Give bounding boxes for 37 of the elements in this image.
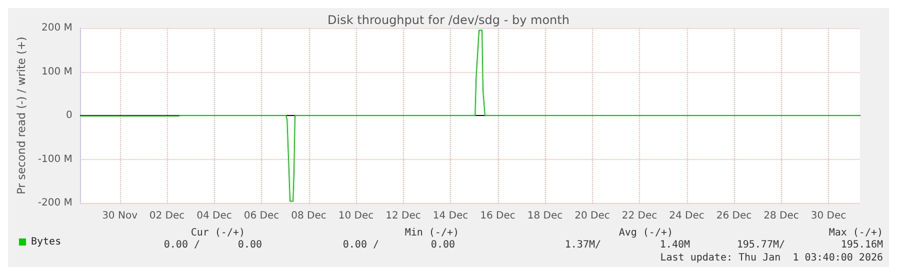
chart-title: Disk throughput for /dev/sdg - by month bbox=[328, 13, 570, 27]
text: Max (-/+) bbox=[828, 228, 884, 238]
x-tick-label: 30 Dec bbox=[810, 210, 846, 222]
x-tick-label: 02 Dec bbox=[149, 210, 185, 222]
y-tick-label: -200 M bbox=[38, 198, 72, 208]
text: Last update: Thu Jan 1 03:40:00 2026 bbox=[660, 252, 884, 264]
x-tick-label: 26 Dec bbox=[716, 210, 752, 222]
x-tick-label: 04 Dec bbox=[196, 210, 232, 222]
text: 195.77M/ bbox=[736, 240, 786, 250]
x-tick-label: 08 Dec bbox=[291, 210, 326, 222]
x-tick-label: 10 Dec bbox=[338, 210, 374, 222]
x-tick-label: 30 Nov bbox=[102, 210, 138, 222]
x-tick-label: 22 Dec bbox=[622, 210, 658, 222]
x-tick-label: 12 Dec bbox=[386, 210, 421, 222]
x-tick-label: 24 Dec bbox=[669, 210, 704, 222]
y-tick-label: 0 bbox=[66, 110, 72, 121]
x-tick-label: 14 Dec bbox=[432, 210, 468, 222]
text: 0.00 / bbox=[164, 240, 200, 250]
text: Min (-/+) bbox=[404, 228, 460, 238]
text: 0.00 bbox=[430, 240, 456, 250]
legend-label: Bytes bbox=[31, 236, 62, 248]
text: 0.00 / bbox=[342, 240, 379, 250]
y-axis-title: Pr second read (-) / write (+) bbox=[15, 36, 28, 194]
x-tick-label: 16 Dec bbox=[480, 210, 516, 222]
text: 1.40M bbox=[660, 240, 690, 250]
x-tick-label: 28 Dec bbox=[764, 210, 799, 222]
y-tick-label: 200 M bbox=[41, 22, 72, 34]
y-tick-label: -100 M bbox=[38, 154, 72, 165]
y-tick-label: 100 M bbox=[41, 66, 72, 78]
x-tick-label: 18 Dec bbox=[527, 210, 563, 222]
text: 195.16M bbox=[840, 240, 884, 250]
text: Avg (-/+) bbox=[618, 228, 674, 238]
text: Cur (-/+) bbox=[190, 228, 246, 238]
x-tick-label: 06 Dec bbox=[244, 210, 280, 222]
text: 0.00 bbox=[238, 240, 262, 250]
text: 1.37M/ bbox=[564, 240, 601, 250]
x-tick-label: 20 Dec bbox=[574, 210, 610, 222]
